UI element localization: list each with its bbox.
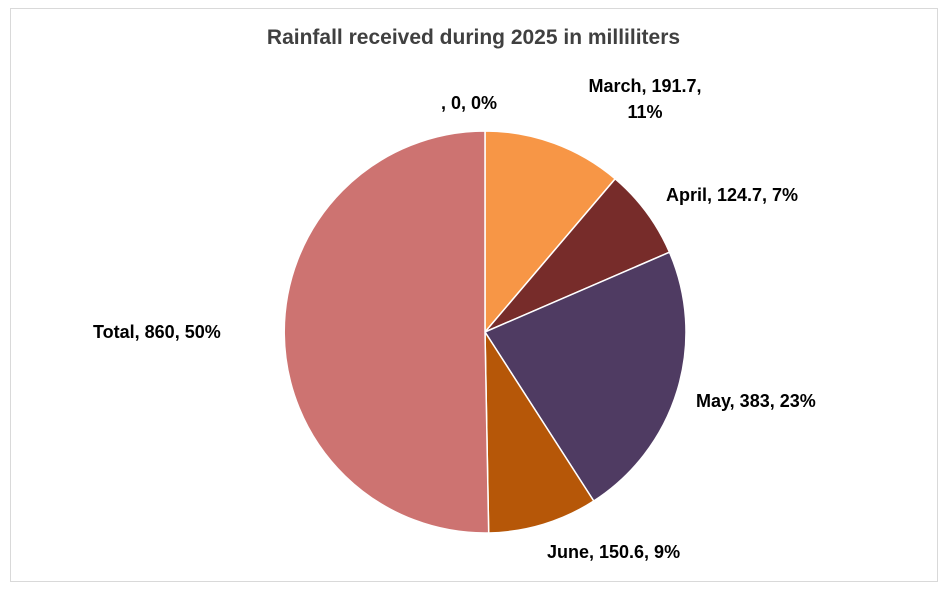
pie-slice-may [483, 251, 687, 503]
slice-label-june: June, 150.6, 9% [547, 542, 681, 562]
slice-label-april: April, 124.7, 7% [666, 185, 799, 205]
slice-label-march: March, 191.7, 11% [588, 76, 702, 122]
slice-label-blank: , 0, 0% [441, 93, 498, 113]
pie-slice-june [484, 329, 595, 534]
pie-slice-march [484, 130, 617, 335]
pie-slice-total [283, 130, 490, 534]
chart-title: Rainfall received during 2025 in millili… [266, 26, 681, 49]
slice-label-may: May, 383, 23% [696, 391, 816, 411]
slice-label-total: Total, 860, 50% [93, 322, 221, 342]
